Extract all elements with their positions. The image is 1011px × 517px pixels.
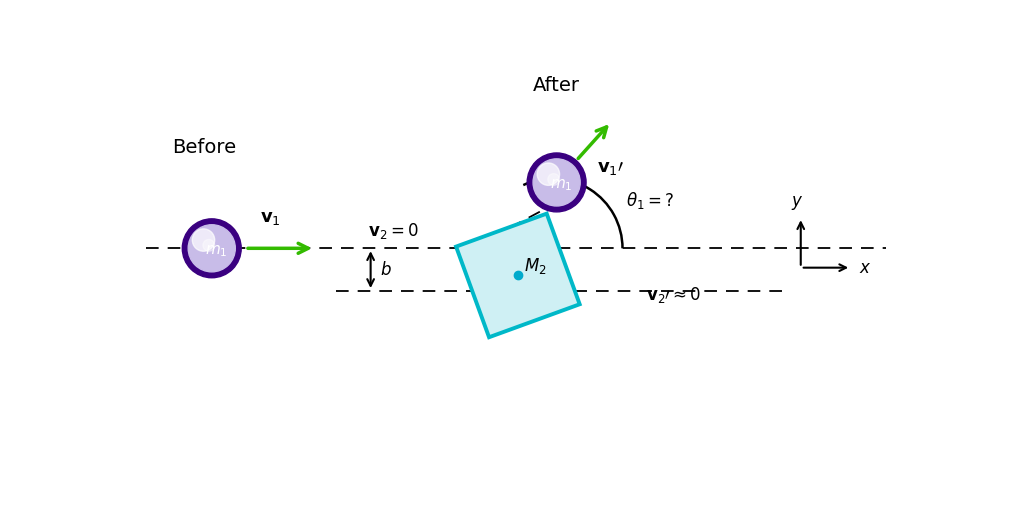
Circle shape bbox=[203, 239, 214, 251]
Text: $b$: $b$ bbox=[379, 261, 391, 279]
Circle shape bbox=[533, 159, 579, 206]
Circle shape bbox=[537, 163, 559, 186]
Circle shape bbox=[527, 153, 585, 212]
Text: $y$: $y$ bbox=[790, 194, 803, 212]
Circle shape bbox=[547, 174, 559, 186]
Text: $\mathbf{v}_1\prime$: $\mathbf{v}_1\prime$ bbox=[596, 159, 624, 177]
Text: After: After bbox=[533, 76, 579, 95]
Text: Before: Before bbox=[172, 138, 236, 157]
Text: $M_2$: $M_2$ bbox=[523, 256, 546, 276]
Text: $\mathbf{v}_1$: $\mathbf{v}_1$ bbox=[260, 208, 281, 226]
Text: $\mathbf{v}_2\prime \approx 0$: $\mathbf{v}_2\prime \approx 0$ bbox=[645, 285, 701, 305]
Text: $\mathbf{v}_2 = 0$: $\mathbf{v}_2 = 0$ bbox=[368, 221, 419, 241]
Circle shape bbox=[188, 225, 236, 272]
Polygon shape bbox=[456, 214, 579, 337]
Text: $\theta_1 = ?$: $\theta_1 = ?$ bbox=[626, 190, 674, 211]
Circle shape bbox=[192, 229, 214, 251]
Text: $x$: $x$ bbox=[858, 258, 870, 277]
Text: $m_1$: $m_1$ bbox=[549, 177, 572, 193]
Circle shape bbox=[182, 219, 241, 278]
Text: $m_1$: $m_1$ bbox=[204, 244, 227, 259]
